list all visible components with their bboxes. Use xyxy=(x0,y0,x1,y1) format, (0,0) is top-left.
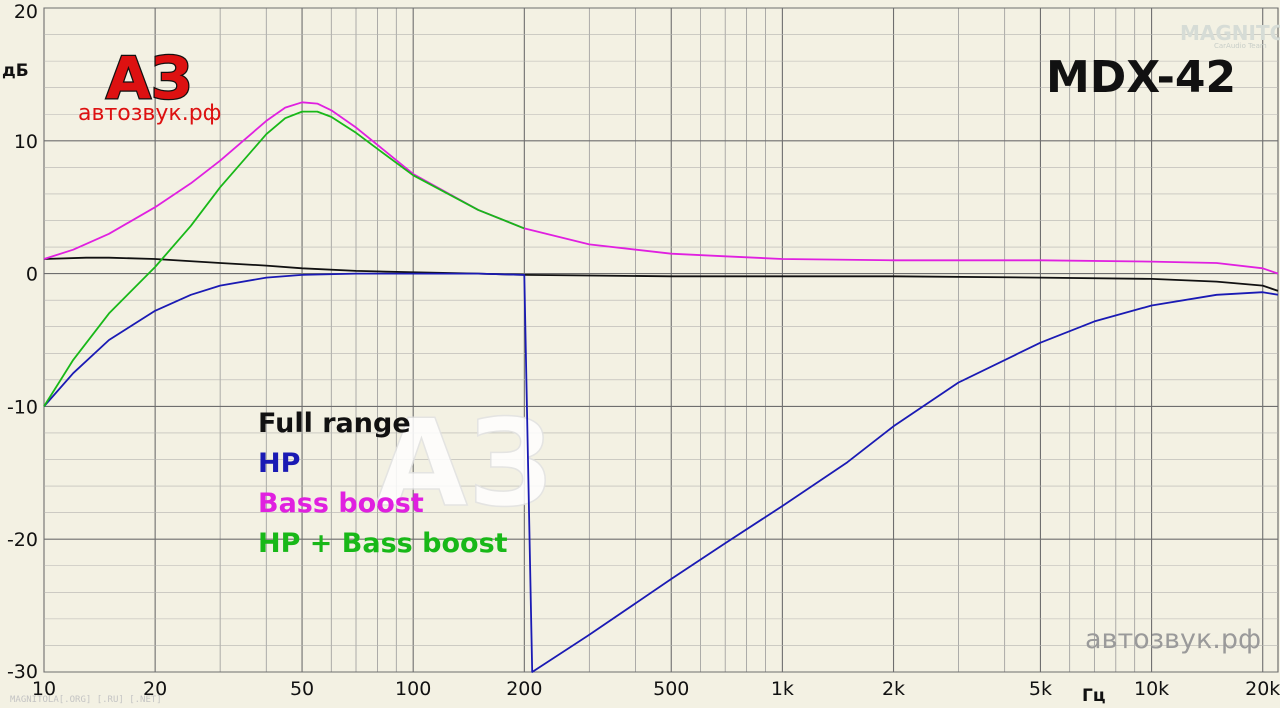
x-tick-label: 1k xyxy=(771,678,794,700)
top-right-watermark: MAGNITOLA xyxy=(1180,21,1280,45)
brand-logo: АЗ xyxy=(106,44,192,112)
series-line-bass-boost xyxy=(43,101,1279,275)
legend-entry: HP xyxy=(258,448,300,479)
series-lines xyxy=(43,101,1279,673)
x-tick-label: 20 xyxy=(143,678,167,700)
x-axis-unit-label: Гц xyxy=(1082,686,1105,706)
legend-entry: HP + Bass boost xyxy=(258,528,508,559)
grid xyxy=(43,7,1279,673)
legend-entry: Bass boost xyxy=(258,488,424,519)
y-tick-label: 0 xyxy=(26,264,38,286)
legend: Full range HP Bass boost HP + Bass boost xyxy=(258,408,508,559)
x-tick-label: 500 xyxy=(653,678,689,700)
corner-watermark: MAGNITOLA[.ORG] [.RU] [.NET] xyxy=(10,695,162,705)
y-tick-label: -30 xyxy=(7,661,38,683)
center-watermark-logo: АЗ xyxy=(375,395,553,534)
y-tick-label: 10 xyxy=(14,131,38,153)
top-right-watermark-team: CarAudio Team xyxy=(1214,42,1267,50)
x-tick-label: 50 xyxy=(290,678,314,700)
x-tick-label: 20k xyxy=(1245,678,1280,700)
brand-logo-site: автозвук.рф xyxy=(78,101,221,126)
site-watermark: автозвук.рф xyxy=(1085,624,1261,655)
legend-entry: Full range xyxy=(258,408,411,439)
series-line-hp-bass-boost xyxy=(43,110,525,407)
x-tick-label: 10k xyxy=(1134,678,1169,700)
x-tick-label: 100 xyxy=(395,678,431,700)
y-tick-label: -10 xyxy=(7,396,38,418)
y-axis-unit-label: дБ xyxy=(2,61,29,81)
chart-title: MDX-42 xyxy=(1046,52,1236,103)
x-tick-label: 2k xyxy=(882,678,905,700)
x-tick-label: 5k xyxy=(1029,678,1052,700)
x-tick-label: 10 xyxy=(32,678,56,700)
y-tick-label: -20 xyxy=(7,529,38,551)
y-tick-label: 20 xyxy=(14,1,38,23)
series-line-hp xyxy=(43,272,1279,673)
x-tick-label: 200 xyxy=(506,678,542,700)
